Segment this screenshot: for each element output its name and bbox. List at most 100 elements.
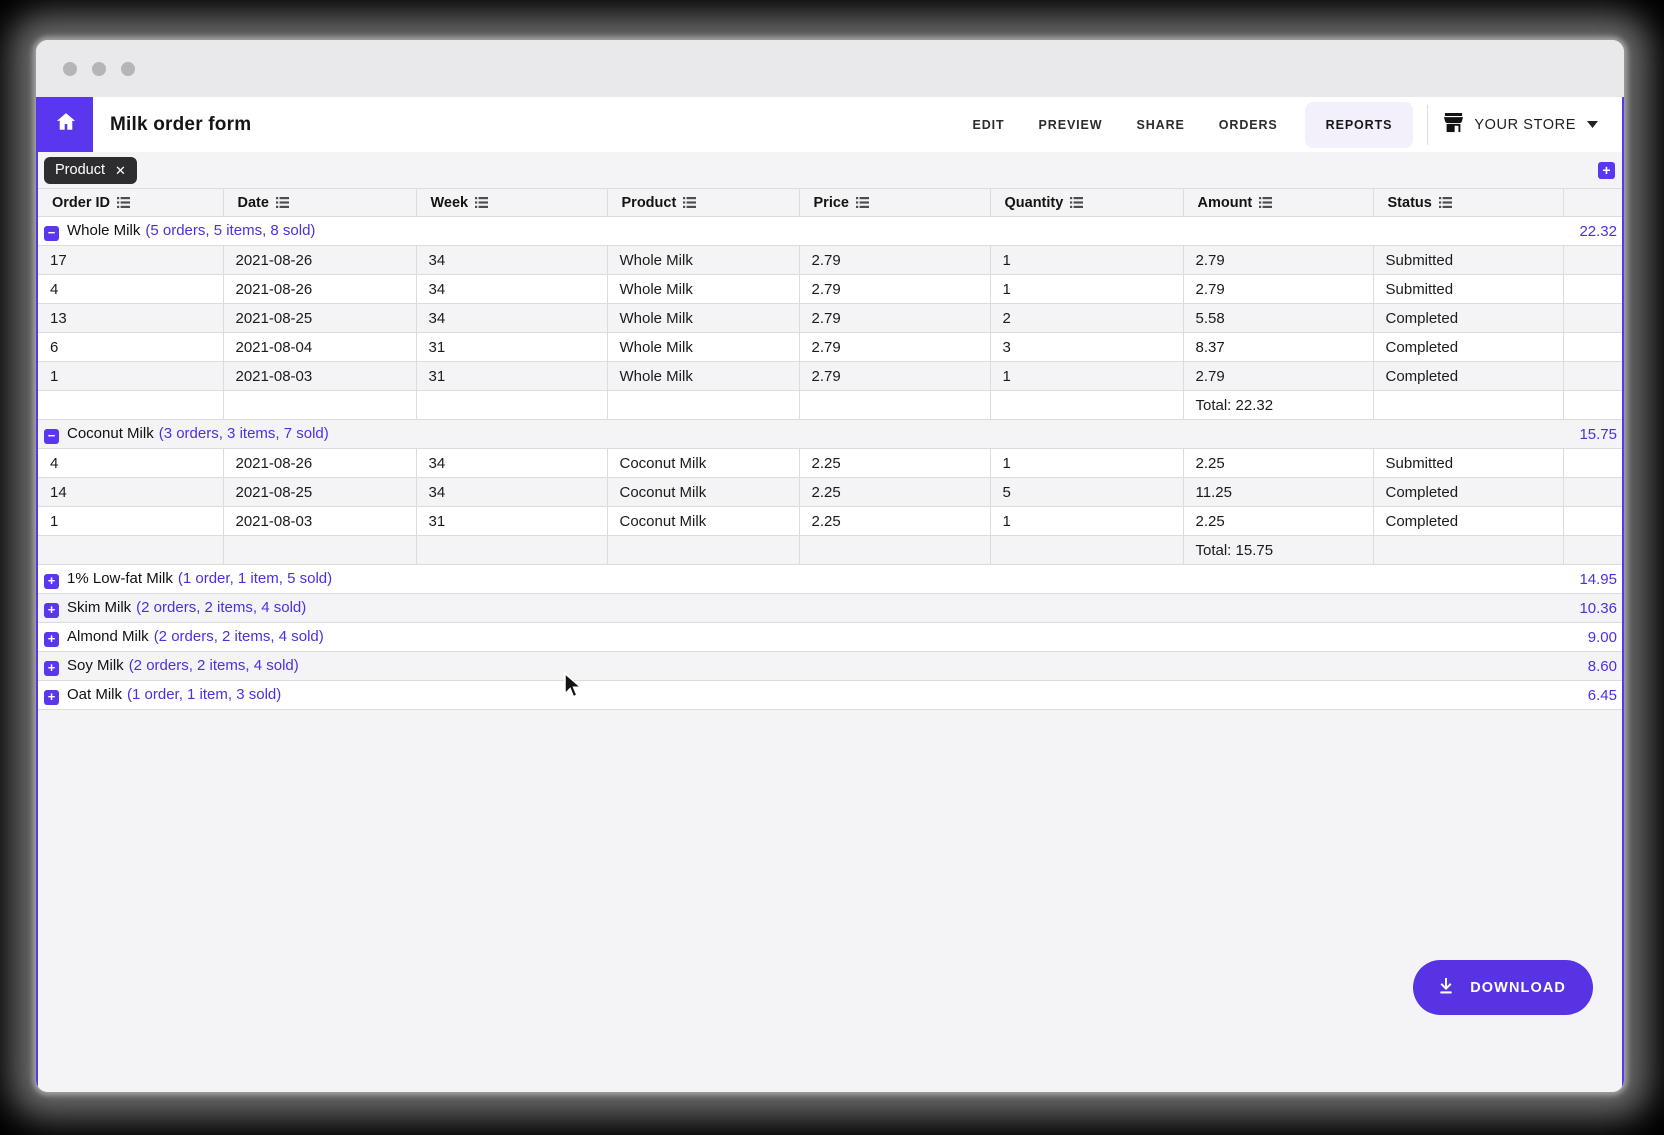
group-row-oat-milk[interactable]: + Oat Milk (1 order, 1 item, 3 sold) 6.45: [38, 681, 1622, 710]
column-label: Status: [1388, 195, 1432, 211]
expand-group-icon[interactable]: +: [44, 632, 59, 647]
table-cell: 2021-08-04: [223, 333, 416, 362]
table-cell: 4: [38, 275, 223, 304]
table-cell: 8.37: [1183, 333, 1373, 362]
column-header-quantity[interactable]: Quantity: [990, 189, 1183, 217]
table-cell: 17: [38, 246, 223, 275]
table-cell: 2.25: [1183, 449, 1373, 478]
column-header-date[interactable]: Date: [223, 189, 416, 217]
group-summary: (1 order, 1 item, 3 sold): [127, 686, 281, 703]
filter-list-icon[interactable]: [856, 197, 869, 208]
close-icon[interactable]: ✕: [115, 164, 126, 177]
table-cell-extra: [1563, 478, 1622, 507]
nav-share[interactable]: SHARE: [1137, 118, 1185, 132]
table-cell: Submitted: [1373, 449, 1563, 478]
column-header-price[interactable]: Price: [799, 189, 990, 217]
column-header-product[interactable]: Product: [607, 189, 799, 217]
table-cell: [990, 536, 1183, 565]
group-row-coconut-milk[interactable]: −Coconut Milk(3 orders, 3 items, 7 sold)…: [38, 420, 1622, 449]
table-cell: 5: [990, 478, 1183, 507]
group-row-almond-milk[interactable]: +Almond Milk(2 orders, 2 items, 4 sold)9…: [38, 623, 1622, 652]
column-label: Date: [238, 195, 269, 211]
download-icon: [1436, 976, 1456, 1000]
expand-group-icon[interactable]: +: [44, 574, 59, 589]
table-cell: 34: [416, 478, 607, 507]
table-row[interactable]: 142021-08-2534Coconut Milk2.25511.25Comp…: [38, 478, 1622, 507]
nav-preview[interactable]: PREVIEW: [1039, 118, 1103, 132]
groupby-chip-product[interactable]: Product ✕: [44, 157, 137, 184]
top-navbar: Milk order form EDIT PREVIEW SHARE ORDER…: [38, 97, 1622, 152]
table-cell: Coconut Milk: [607, 449, 799, 478]
window-control-dot[interactable]: [121, 62, 135, 76]
table-cell: [1373, 536, 1563, 565]
table-row[interactable]: 12021-08-0331Whole Milk2.7912.79Complete…: [38, 362, 1622, 391]
table-row[interactable]: 42021-08-2634Coconut Milk2.2512.25Submit…: [38, 449, 1622, 478]
table-cell-extra: [1563, 304, 1622, 333]
group-name: Whole Milk: [67, 222, 140, 239]
table-cell: Completed: [1373, 304, 1563, 333]
group-total-value: 22.32: [1563, 217, 1622, 246]
table-cell: [416, 391, 607, 420]
nav-edit[interactable]: EDIT: [972, 118, 1004, 132]
home-button[interactable]: [38, 97, 93, 152]
column-header-status[interactable]: Status: [1373, 189, 1563, 217]
table-row[interactable]: 172021-08-2634Whole Milk2.7912.79Submitt…: [38, 246, 1622, 275]
table-row[interactable]: 12021-08-0331Coconut Milk2.2512.25Comple…: [38, 507, 1622, 536]
group-row-soy-milk[interactable]: +Soy Milk(2 orders, 2 items, 4 sold)8.60: [38, 652, 1622, 681]
filter-list-icon[interactable]: [276, 197, 289, 208]
group-row-whole-milk[interactable]: −Whole Milk (5 orders, 5 items, 8 sold) 22…: [38, 217, 1622, 246]
expand-group-icon[interactable]: +: [44, 690, 59, 705]
window-control-dot[interactable]: [63, 62, 77, 76]
table-cell: 11.25: [1183, 478, 1373, 507]
table-cell: 2: [990, 304, 1183, 333]
column-header-order-id[interactable]: Order ID: [38, 189, 223, 217]
group-total-value: 8.60: [1563, 652, 1622, 681]
app-frame: Milk order form EDIT PREVIEW SHARE ORDER…: [36, 97, 1624, 1092]
group-summary: (1 order, 1 item, 5 sold): [178, 570, 332, 587]
add-button[interactable]: +: [1598, 162, 1615, 179]
group-total-value: 6.45: [1563, 681, 1622, 710]
filter-list-icon[interactable]: [117, 197, 130, 208]
filter-list-icon[interactable]: [1439, 197, 1452, 208]
table-row[interactable]: 42021-08-2634Whole Milk2.7912.79Submitte…: [38, 275, 1622, 304]
group-row-skim-milk[interactable]: +Skim Milk(2 orders, 2 items, 4 sold)10.…: [38, 594, 1622, 623]
column-label: Week: [431, 195, 469, 211]
table-cell: 6: [38, 333, 223, 362]
group-summary: (5 orders, 5 items, 8 sold): [145, 222, 315, 239]
group-summary: (2 orders, 2 items, 4 sold): [129, 657, 299, 674]
collapse-group-icon[interactable]: −: [44, 226, 59, 241]
column-header-week[interactable]: Week: [416, 189, 607, 217]
table-cell: 2021-08-26: [223, 246, 416, 275]
group-row-1-low-fat-milk[interactable]: +1% Low-fat Milk(1 order, 1 item, 5 sold…: [38, 565, 1622, 594]
table-cell: 2.25: [1183, 507, 1373, 536]
expand-group-icon[interactable]: +: [44, 603, 59, 618]
filter-list-icon[interactable]: [1259, 197, 1272, 208]
table-cell: 3: [990, 333, 1183, 362]
column-header-extra: [1563, 189, 1622, 217]
groupby-bar: Product ✕ +: [38, 152, 1622, 188]
table-cell: [416, 536, 607, 565]
filter-list-icon[interactable]: [683, 197, 696, 208]
filter-list-icon[interactable]: [1070, 197, 1083, 208]
column-label: Price: [814, 195, 849, 211]
nav-orders[interactable]: ORDERS: [1219, 118, 1278, 132]
table-row[interactable]: 132021-08-2534Whole Milk2.7925.58Complet…: [38, 304, 1622, 333]
nav-reports[interactable]: REPORTS: [1305, 102, 1414, 148]
table-row[interactable]: 62021-08-0431Whole Milk2.7938.37Complete…: [38, 333, 1622, 362]
table-cell: 2.79: [1183, 246, 1373, 275]
group-name: Oat Milk: [67, 686, 122, 703]
column-header-amount[interactable]: Amount: [1183, 189, 1373, 217]
table-cell: 1: [990, 275, 1183, 304]
table-cell: Submitted: [1373, 246, 1563, 275]
download-button[interactable]: DOWNLOAD: [1413, 960, 1593, 1015]
table-cell: [799, 536, 990, 565]
window-control-dot[interactable]: [92, 62, 106, 76]
table-cell: Coconut Milk: [607, 478, 799, 507]
store-menu-button[interactable]: YOUR STORE: [1442, 112, 1598, 138]
table-cell-extra: [1563, 333, 1622, 362]
collapse-group-icon[interactable]: −: [44, 429, 59, 444]
table-cell: 1: [990, 246, 1183, 275]
expand-group-icon[interactable]: +: [44, 661, 59, 676]
group-total-value: 14.95: [1563, 565, 1622, 594]
filter-list-icon[interactable]: [475, 197, 488, 208]
